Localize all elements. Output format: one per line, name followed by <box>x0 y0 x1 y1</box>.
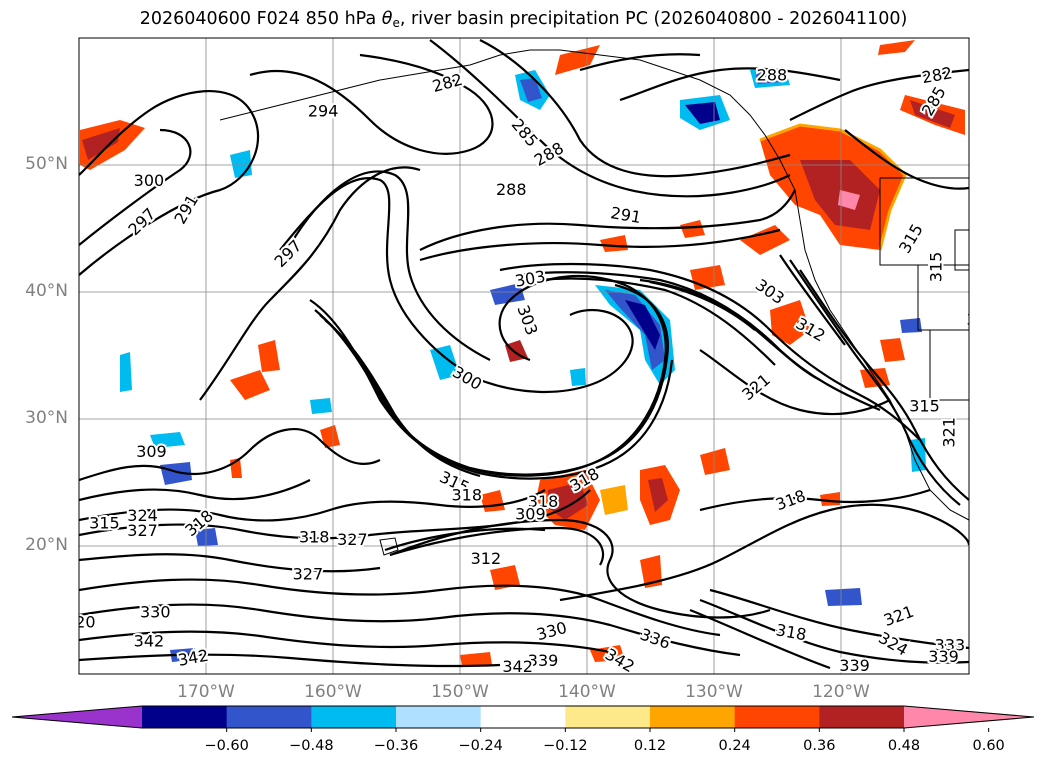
contour-label: 300 <box>134 171 165 190</box>
colorbar-segment <box>734 706 820 728</box>
colorbar-extend-low <box>12 706 142 728</box>
colorbar-tick-label: 0.12 <box>633 738 667 754</box>
lon-label-140w: 140°W <box>558 682 616 702</box>
colorbar-segment <box>650 706 736 728</box>
lat-label-50n: 50°N <box>25 154 68 174</box>
contour-label: 315 <box>909 396 940 415</box>
colorbar-tick-label: −0.36 <box>373 738 419 754</box>
lat-label-20n: 20°N <box>25 535 68 555</box>
contour-label: 327 <box>337 530 368 549</box>
lon-label-120w: 120°W <box>812 682 870 702</box>
contour-label: 309 <box>136 442 167 461</box>
lon-label-130w: 130°W <box>685 682 743 702</box>
contour-label: 318 <box>528 492 559 511</box>
map-title: 2026040600 F024 850 hPa θe, river basin … <box>0 9 1047 30</box>
plot-frame <box>78 37 970 675</box>
colorbar-tick-label: 0.36 <box>803 738 836 754</box>
lat-label-40n: 40°N <box>25 281 68 301</box>
lon-label-150w: 150°W <box>431 682 489 702</box>
title-theta: θ <box>381 9 393 29</box>
colorbar-tick-label: 0.60 <box>972 738 1005 754</box>
contour-label: 315 <box>927 252 946 283</box>
colorbar-segment <box>819 706 905 728</box>
contour-label: 312 <box>471 549 502 568</box>
contour-label: 339 <box>928 647 959 666</box>
contour-label: 333 <box>935 636 966 655</box>
coastlines <box>219 49 969 556</box>
colorbar-segment <box>565 706 651 728</box>
colorbar-tick-label: −0.12 <box>543 738 588 754</box>
contour-label: 20 <box>75 613 95 632</box>
contour-label: 309 <box>515 505 546 524</box>
contour-label: 342 <box>502 657 533 676</box>
contour-label: 339 <box>528 651 559 670</box>
title-theta-sub: e <box>392 16 400 30</box>
colorbar <box>11 705 1035 732</box>
contour-label: 327 <box>127 521 158 540</box>
colorbar-segment <box>142 706 228 728</box>
contour-label: 339 <box>839 656 870 675</box>
contour-label: 288 <box>496 180 527 199</box>
lat-label-30n: 30°N <box>25 408 68 428</box>
contour-label: 315 <box>89 513 120 532</box>
contour-label: 321 <box>939 417 958 448</box>
contour-label: 318 <box>774 620 807 644</box>
contour-label: 330 <box>140 602 171 621</box>
colorbar-tick-label: −0.48 <box>289 738 334 754</box>
colorbar-tick-label: 0.48 <box>887 738 921 754</box>
colorbar-segment <box>396 706 482 728</box>
contour-label: 324 <box>127 506 158 525</box>
contour-label: 318 <box>299 527 330 546</box>
contour-label: 294 <box>308 101 339 120</box>
contour-label: 327 <box>966 310 997 329</box>
lon-label-160w: 160°W <box>304 682 362 702</box>
colorbar-segment <box>311 706 397 728</box>
grid-lines <box>79 38 969 674</box>
colorbar-tick-label: −0.24 <box>458 738 503 754</box>
contour-label: 342 <box>134 632 165 651</box>
contour-label: 288 <box>757 66 788 85</box>
title-prefix: 2026040600 F024 850 hPa <box>139 9 382 29</box>
colorbar-segment <box>226 706 312 728</box>
title-suffix: , river basin precipitation PC (20260408… <box>399 9 908 29</box>
contour-label: 327 <box>293 564 324 583</box>
theta-e-contours <box>79 39 969 670</box>
colorbar-outline <box>11 705 1035 729</box>
colorbar-tick-label: 0.24 <box>718 738 751 754</box>
lon-label-170w: 170°W <box>177 682 235 702</box>
contour-label: 318 <box>452 485 483 504</box>
colorbar-tick-label: −0.60 <box>204 738 249 754</box>
colorbar-segment <box>480 706 566 728</box>
colorbar-extend-high <box>904 706 1034 728</box>
